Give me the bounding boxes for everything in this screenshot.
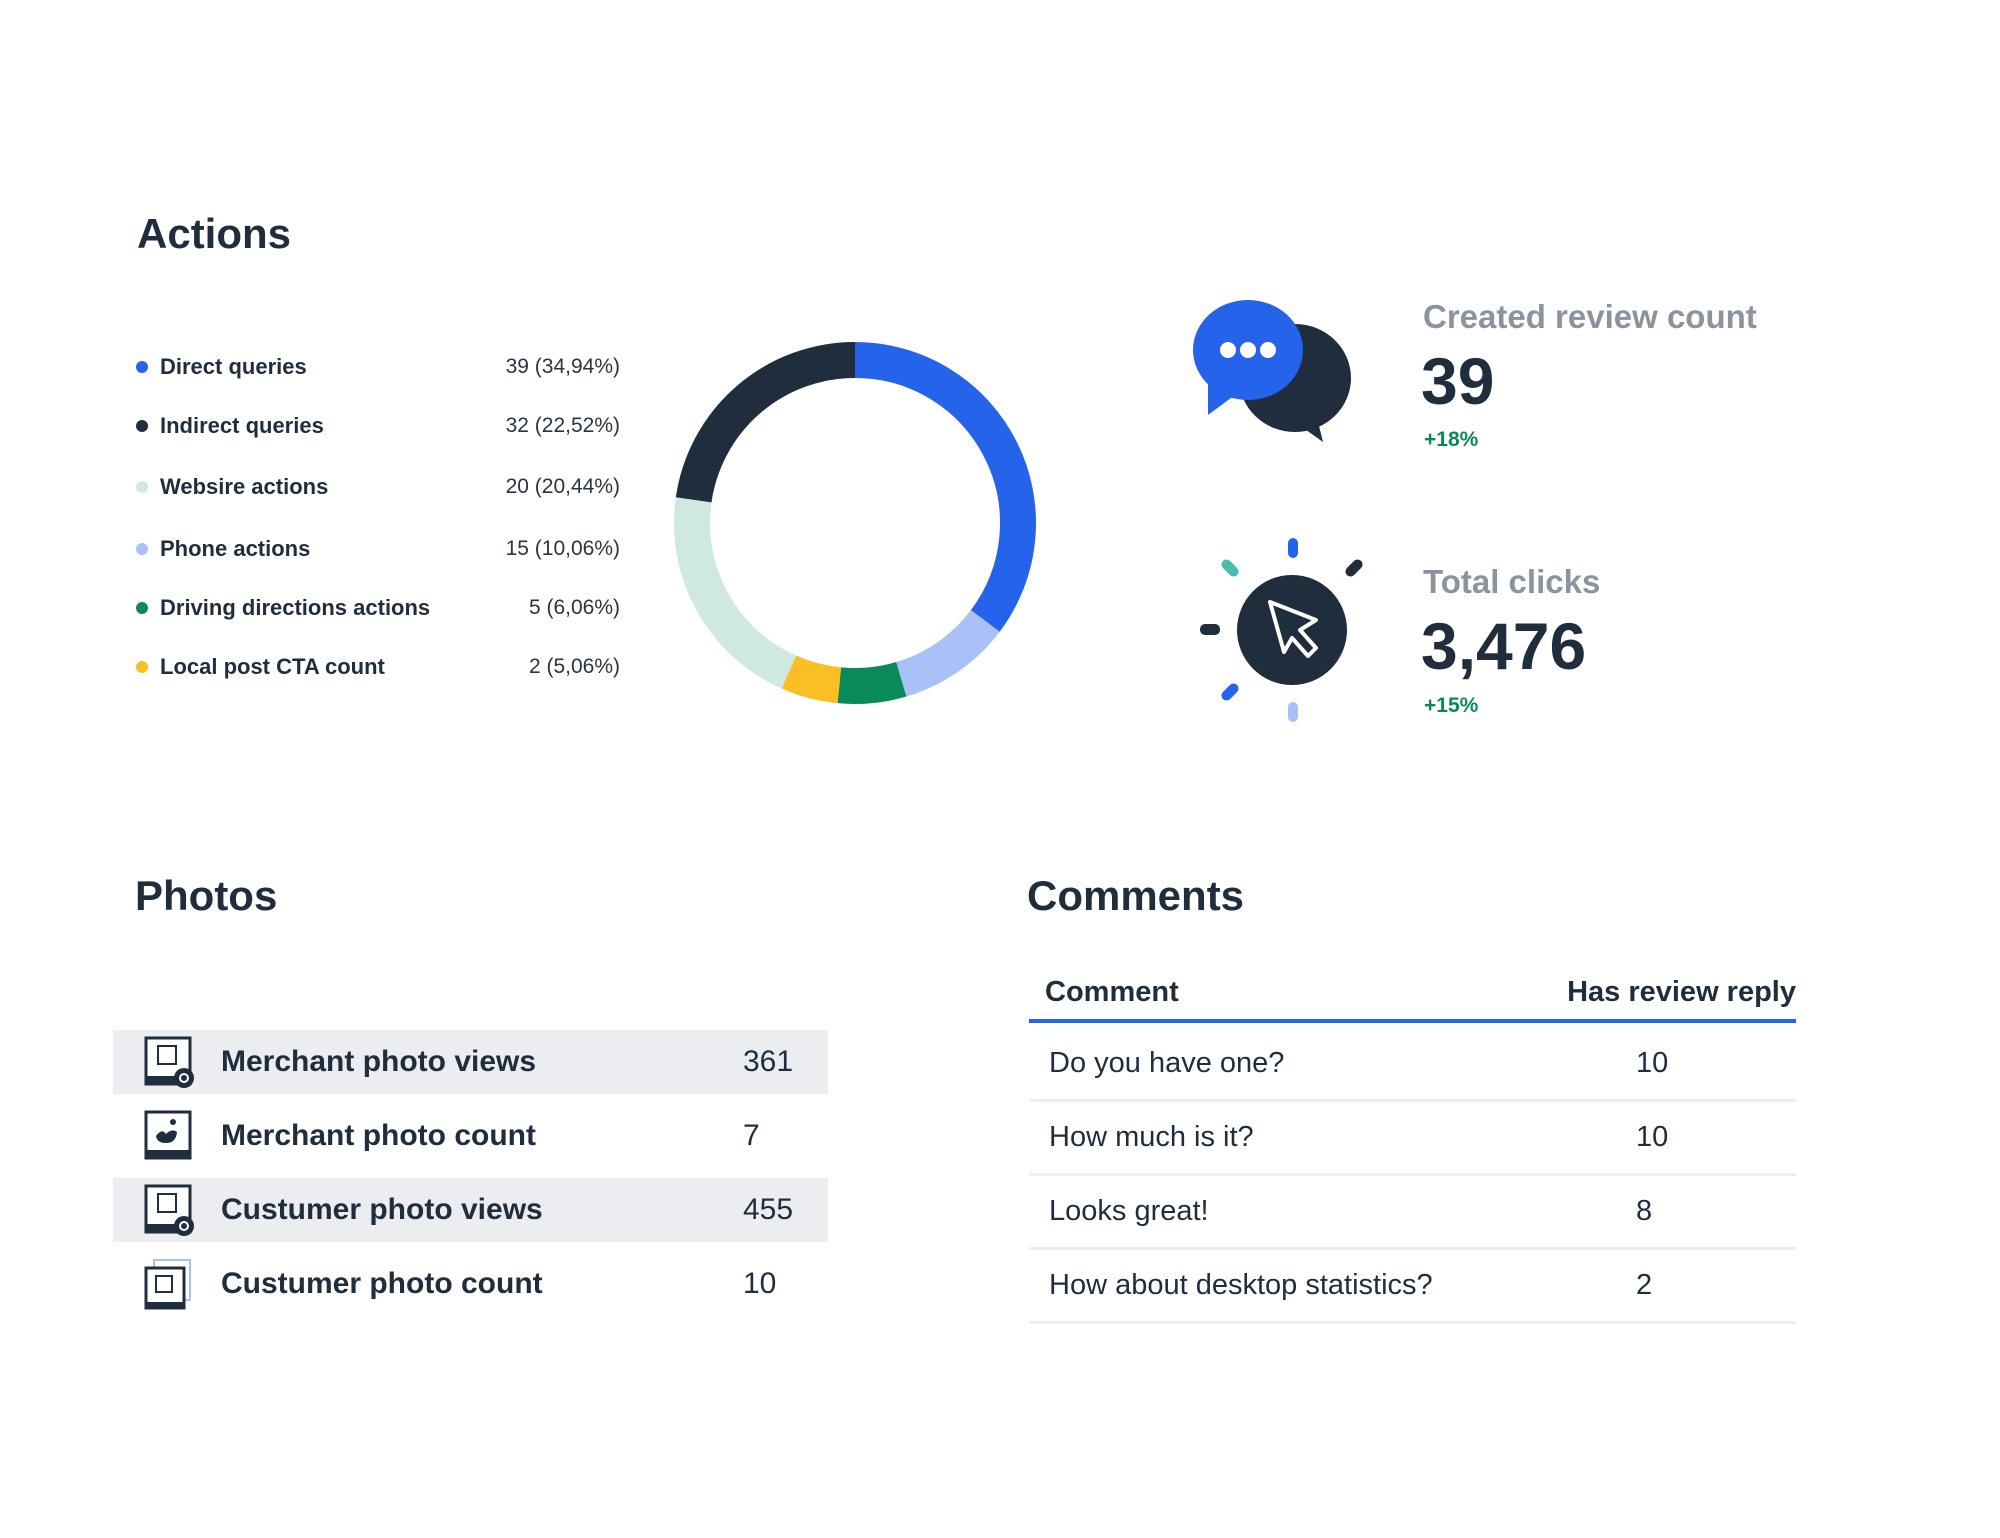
legend-label: Driving directions actions bbox=[160, 595, 431, 620]
donut-segment-driving-directions-actions bbox=[837, 661, 907, 704]
photo-row-label: Custumer photo count bbox=[221, 1267, 543, 1300]
reply-count: 8 bbox=[1636, 1194, 1653, 1227]
table-row: Looks great! 8 bbox=[1029, 1175, 1796, 1250]
image-icon bbox=[144, 1110, 192, 1160]
legend-dot bbox=[136, 661, 148, 673]
donut-segment-websire-actions bbox=[674, 497, 797, 689]
comment-text: Looks great! bbox=[1049, 1194, 1209, 1227]
legend-dot bbox=[136, 602, 148, 614]
legend-dot bbox=[136, 361, 148, 373]
photo-row-label: Merchant photo views bbox=[221, 1045, 537, 1078]
comments-table-header: Comment Has review reply bbox=[1029, 965, 1796, 1023]
actions-donut-chart bbox=[674, 342, 1036, 704]
donut-segment-direct-queries bbox=[854, 342, 1036, 632]
photo-row-label: Merchant photo count bbox=[221, 1119, 536, 1152]
column-header-comment: Comment bbox=[1045, 975, 1179, 1008]
comment-text: How about desktop statistics? bbox=[1049, 1268, 1433, 1301]
legend-value: 39 (34,94%) bbox=[505, 355, 620, 378]
comments-title: Comments bbox=[1027, 872, 1245, 919]
comment-text: Do you have one? bbox=[1049, 1046, 1285, 1079]
kpi-value: 39 bbox=[1421, 344, 1495, 418]
kpi-value: 3,476 bbox=[1421, 609, 1587, 683]
comment-text: How much is it? bbox=[1049, 1120, 1254, 1153]
photo-row-value: 361 bbox=[743, 1045, 794, 1078]
kpi-label: Total clicks bbox=[1423, 563, 1601, 600]
table-row: Do you have one? 10 bbox=[1029, 1027, 1796, 1102]
photo-row: Custumer photo views 455 bbox=[113, 1178, 828, 1242]
kpi-change: +18% bbox=[1424, 428, 1479, 451]
legend-item: Phone actions 15 (10,06%) bbox=[136, 529, 620, 569]
kpi-change: +15% bbox=[1424, 694, 1479, 717]
table-row: How much is it? 10 bbox=[1029, 1101, 1796, 1176]
legend-item: Local post CTA count 2 (5,06%) bbox=[136, 647, 620, 687]
photo-row-value: 455 bbox=[743, 1193, 794, 1226]
reply-count: 10 bbox=[1636, 1120, 1669, 1153]
actions-title: Actions bbox=[137, 210, 292, 257]
legend-value: 20 (20,44%) bbox=[505, 475, 620, 498]
photo-row-label: Custumer photo views bbox=[221, 1193, 543, 1226]
donut-segment-indirect-queries bbox=[675, 342, 856, 503]
photo-row-value: 7 bbox=[743, 1119, 760, 1152]
photos-title: Photos bbox=[135, 872, 278, 919]
donut-segment-local-post-cta-count bbox=[781, 655, 842, 704]
legend-value: 15 (10,06%) bbox=[505, 537, 620, 560]
store-photo-view-icon bbox=[144, 1036, 194, 1088]
legend-label: Phone actions bbox=[160, 536, 311, 561]
reply-count: 10 bbox=[1636, 1046, 1669, 1079]
legend-label: Indirect queries bbox=[160, 413, 324, 438]
chat-bubbles-icon bbox=[1193, 300, 1351, 442]
column-header-reply: Has review reply bbox=[1567, 975, 1796, 1008]
legend-item: Driving directions actions 5 (6,06%) bbox=[136, 588, 620, 628]
legend-label: Websire actions bbox=[160, 474, 329, 499]
legend-item: Direct queries 39 (34,94%) bbox=[136, 347, 620, 387]
photo-row-value: 10 bbox=[743, 1267, 777, 1300]
legend-label: Direct queries bbox=[160, 354, 307, 379]
store-photos-icon bbox=[144, 1259, 191, 1310]
table-row: How about desktop statistics? 2 bbox=[1029, 1249, 1796, 1324]
photo-row: Merchant photo count 7 bbox=[113, 1104, 828, 1168]
cursor-click-icon bbox=[1200, 538, 1363, 722]
legend-value: 32 (22,52%) bbox=[505, 414, 620, 437]
legend-item: Indirect queries 32 (22,52%) bbox=[136, 406, 620, 446]
photo-row: Custumer photo count 10 bbox=[113, 1252, 828, 1316]
legend-dot bbox=[136, 420, 148, 432]
legend-dot bbox=[136, 543, 148, 555]
legend-dot bbox=[136, 481, 148, 493]
photo-row: Merchant photo views 361 bbox=[113, 1030, 828, 1094]
reply-count: 2 bbox=[1636, 1268, 1653, 1301]
kpi-label: Created review count bbox=[1423, 298, 1757, 335]
store-photo-view-icon bbox=[144, 1184, 194, 1236]
donut-segment-phone-actions bbox=[895, 609, 1000, 697]
legend-value: 2 (5,06%) bbox=[528, 655, 620, 678]
legend-label: Local post CTA count bbox=[160, 654, 385, 679]
legend-item: Websire actions 20 (20,44%) bbox=[136, 467, 620, 507]
legend-value: 5 (6,06%) bbox=[528, 596, 620, 619]
